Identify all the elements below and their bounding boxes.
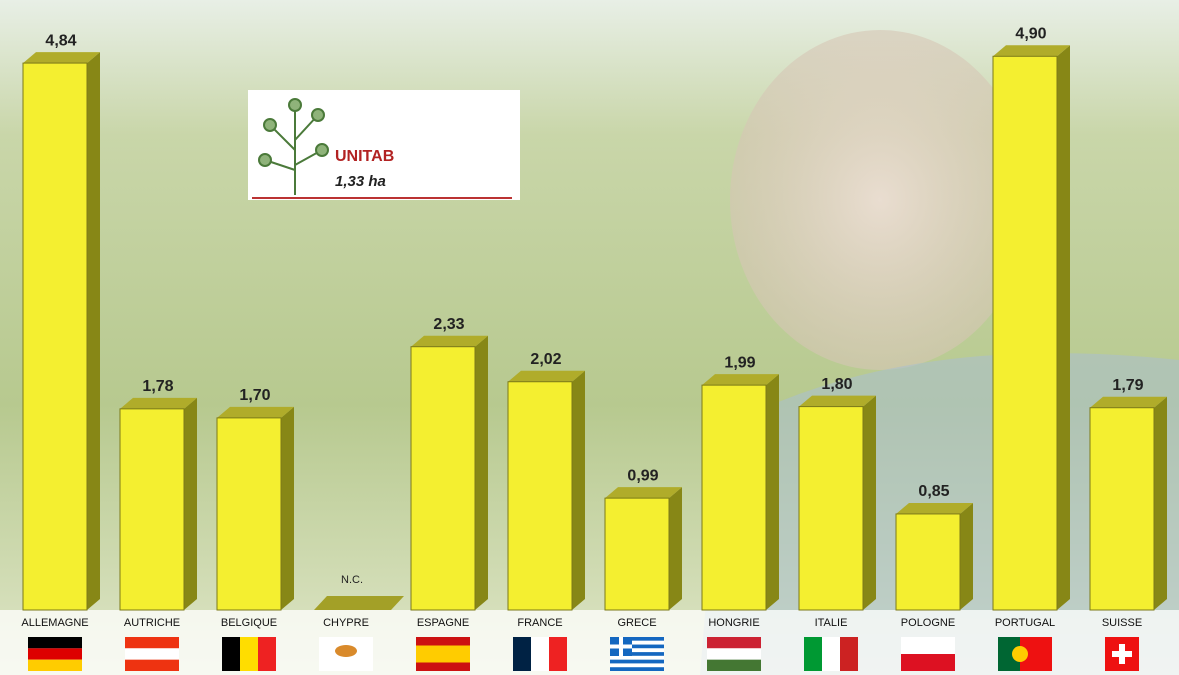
bar [23, 63, 87, 610]
flag [416, 646, 470, 655]
bar-side [87, 52, 100, 610]
x-tick-label: ESPAGNE [417, 617, 469, 629]
x-tick-label: SUISSE [1102, 617, 1142, 629]
bar-top [411, 336, 488, 347]
flag [707, 637, 761, 648]
flag [513, 637, 531, 671]
flag [28, 660, 82, 671]
bar-side [184, 398, 197, 610]
value-label: 1,99 [724, 354, 755, 371]
flag [610, 663, 664, 667]
bar-top [23, 52, 100, 63]
value-label: 1,80 [821, 376, 852, 393]
x-tick-label: BELGIQUE [221, 617, 277, 629]
x-tick-label: GRECE [617, 617, 656, 629]
bar-side [281, 407, 294, 610]
flag [549, 637, 567, 671]
flag [804, 637, 822, 671]
value-label: 1,79 [1112, 377, 1143, 394]
value-label: 2,02 [530, 351, 561, 368]
annotation-title: UNITAB [335, 148, 394, 165]
value-label: 1,70 [239, 387, 270, 404]
placeholder-slab [314, 596, 404, 610]
flag [707, 660, 761, 671]
flag [531, 637, 549, 671]
flag [335, 645, 357, 657]
flag [258, 637, 276, 671]
x-tick-label: POLOGNE [901, 617, 955, 629]
bar [120, 409, 184, 610]
flag [125, 648, 179, 659]
page: UNITAB 1,33 ha 4,84 ALLEMAGNE 1,78 AUTRICHE… [0, 0, 1179, 675]
bar-side [960, 503, 973, 610]
bar-top [605, 487, 682, 498]
bar-top [508, 371, 585, 382]
flag [1112, 651, 1132, 657]
flag [840, 637, 858, 671]
bar-side [863, 396, 876, 610]
bar [508, 382, 572, 610]
bar-top [1090, 397, 1167, 408]
annotation-box: UNITAB 1,33 ha [248, 90, 520, 200]
bar [702, 385, 766, 610]
flag [416, 654, 470, 663]
bar [411, 347, 475, 610]
flag [610, 667, 664, 671]
bar [605, 498, 669, 610]
value-label: 1,78 [142, 378, 173, 395]
flag [610, 656, 664, 660]
flag [610, 660, 664, 664]
flag [822, 637, 840, 671]
bar [993, 56, 1057, 610]
flag [416, 663, 470, 672]
value-label: N.C. [341, 574, 363, 586]
value-label: 0,99 [627, 467, 658, 484]
x-tick-label: PORTUGAL [995, 617, 1055, 629]
flag [610, 645, 632, 649]
x-tick-label: CHYPRE [323, 617, 369, 629]
bar-top [896, 503, 973, 514]
bar-top [799, 396, 876, 407]
bar [896, 514, 960, 610]
x-tick-label: ITALIE [815, 617, 848, 629]
flag [901, 637, 955, 654]
x-tick-label: FRANCE [517, 617, 562, 629]
x-tick-label: ALLEMAGNE [21, 617, 88, 629]
value-label: 4,90 [1015, 26, 1046, 43]
bar-side [1154, 397, 1167, 610]
annotation-text: 1,33 ha [335, 173, 386, 190]
flag [125, 660, 179, 671]
bar-side [766, 374, 779, 610]
value-label: 4,84 [45, 32, 76, 49]
bar-top [702, 374, 779, 385]
value-label: 0,85 [918, 483, 949, 500]
x-tick-label: HONGRIE [708, 617, 759, 629]
bar-side [1057, 45, 1070, 610]
flag [240, 637, 258, 671]
bar-top [120, 398, 197, 409]
flag [28, 648, 82, 659]
chart: UNITAB 1,33 ha 4,84 ALLEMAGNE 1,78 AUTRICHE… [0, 0, 1179, 675]
flag [125, 637, 179, 648]
flag [1012, 646, 1028, 662]
value-label: 2,33 [433, 316, 464, 333]
flag [901, 654, 955, 671]
flag [28, 637, 82, 648]
x-tick-label: AUTRICHE [124, 617, 180, 629]
flag [707, 648, 761, 659]
bar-side [669, 487, 682, 610]
bar-side [475, 336, 488, 610]
bar [799, 407, 863, 610]
bar-top [993, 45, 1070, 56]
background-figure [730, 30, 1030, 370]
bar-side [572, 371, 585, 610]
bar-top [217, 407, 294, 418]
bar [217, 418, 281, 610]
flag [222, 637, 240, 671]
flag [416, 637, 470, 646]
bar [1090, 408, 1154, 610]
